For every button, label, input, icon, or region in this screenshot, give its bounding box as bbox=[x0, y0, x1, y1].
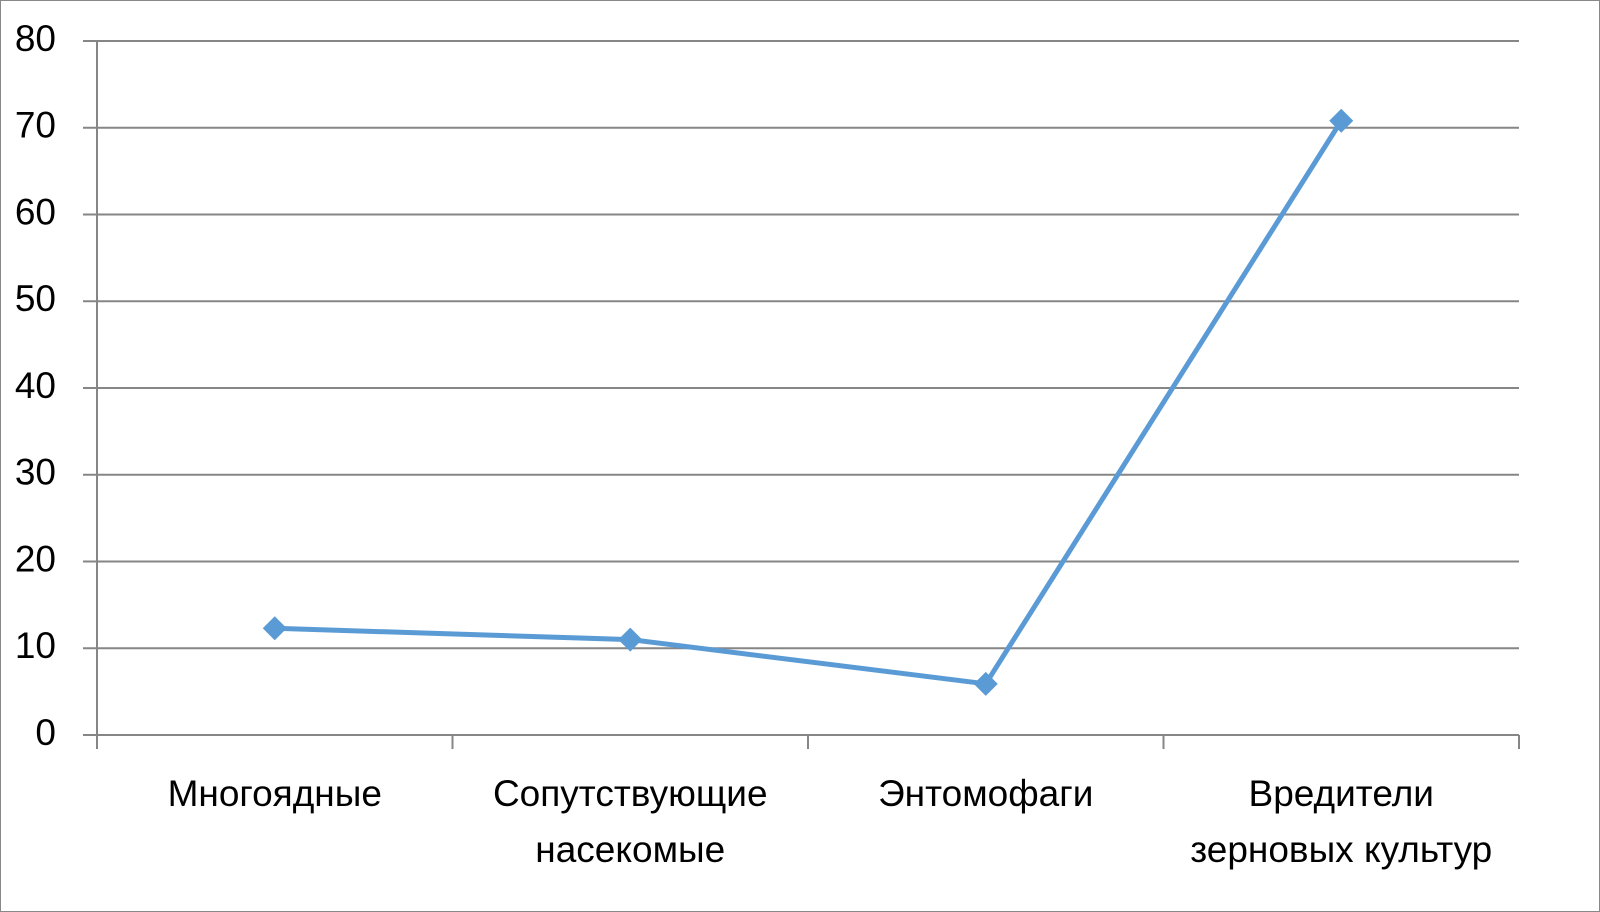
y-tick-label: 0 bbox=[35, 712, 56, 753]
marker bbox=[618, 627, 643, 652]
y-tick-label: 60 bbox=[15, 191, 56, 232]
marker bbox=[973, 671, 998, 696]
y-tick-label: 50 bbox=[15, 278, 56, 319]
y-tick-label: 40 bbox=[15, 365, 56, 406]
x-tick-label: Многоядные bbox=[167, 773, 382, 814]
x-tick-label: Вредители зерновых культур bbox=[1190, 773, 1493, 870]
y-tick-label: 10 bbox=[15, 625, 56, 666]
x-tick-label: Энтомофаги bbox=[878, 773, 1094, 814]
y-tick-label: 20 bbox=[15, 538, 56, 579]
marker bbox=[262, 616, 287, 641]
y-tick-label: 80 bbox=[15, 18, 56, 59]
y-tick-label: 30 bbox=[15, 452, 56, 493]
marker bbox=[1329, 108, 1354, 133]
y-tick-label: 70 bbox=[15, 105, 56, 146]
x-tick-label: Сопутствующие насекомые bbox=[492, 773, 768, 870]
series-line bbox=[274, 119, 1344, 687]
